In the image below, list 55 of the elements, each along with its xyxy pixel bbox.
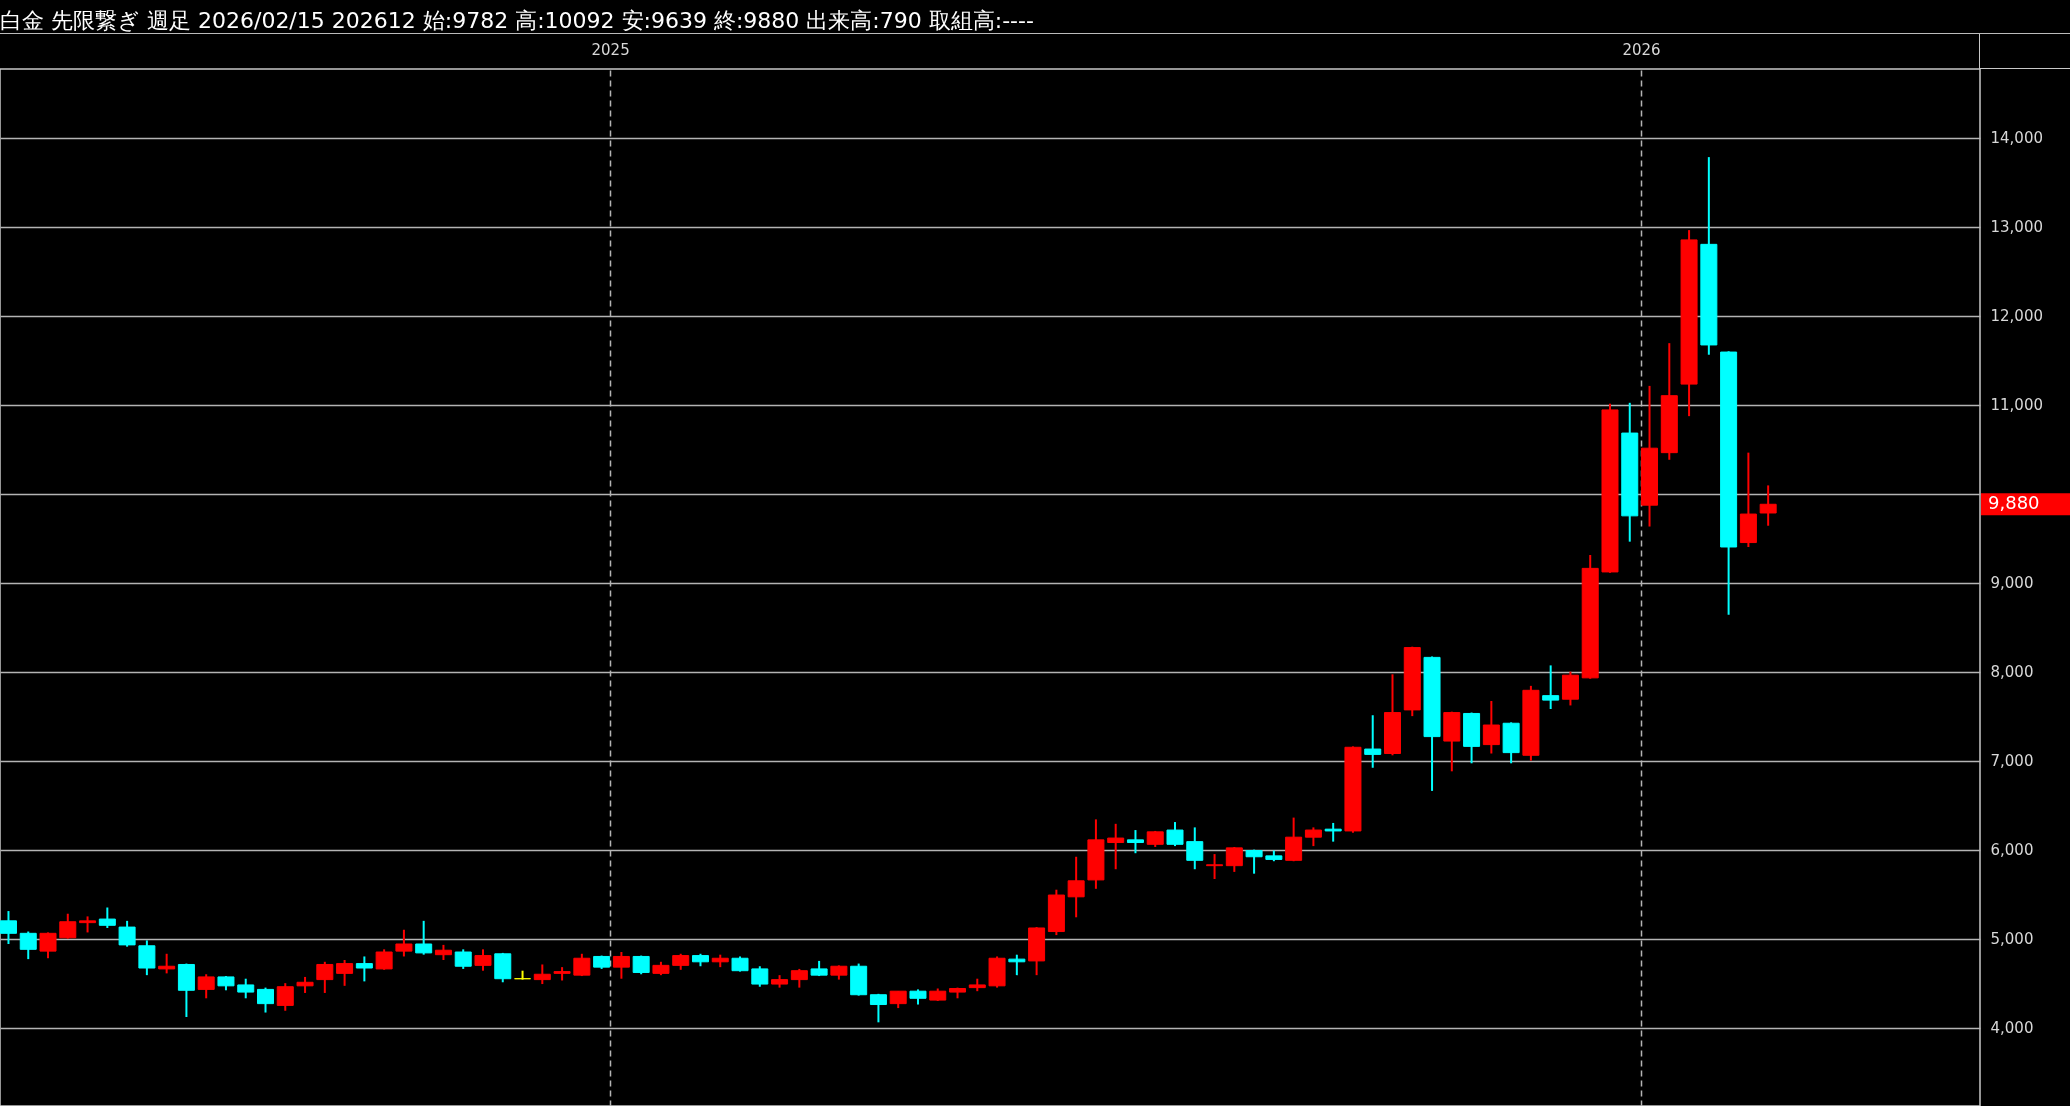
y-tick-label: 11,000: [1990, 396, 2043, 415]
candlestick: [1206, 853, 1224, 881]
candlestick: [474, 948, 492, 972]
candlestick: [790, 967, 808, 989]
candlestick: [1304, 826, 1322, 848]
candlestick: [751, 965, 769, 988]
candlestick: [1225, 845, 1243, 873]
candlestick: [612, 951, 630, 980]
candlestick: [59, 912, 77, 940]
candlestick: [197, 973, 215, 1000]
candlestick: [158, 952, 176, 975]
candlestick: [138, 939, 156, 977]
text: 9,880: [1988, 492, 2040, 514]
candlestick: [1542, 664, 1560, 710]
candlestick: [98, 906, 116, 929]
y-tick-label: 13,000: [1990, 218, 2043, 237]
candlestick: [355, 955, 373, 983]
y-tick-label: 4,000: [1990, 1019, 2034, 1038]
candlestick: [1759, 484, 1777, 527]
y-tick-label: 7,000: [1990, 752, 2034, 771]
candlestick: [1245, 848, 1263, 875]
x-tick-label: 2025: [591, 40, 630, 59]
candlestick: [118, 919, 136, 948]
candlestick: [375, 948, 393, 971]
y-tick-label: 12,000: [1990, 307, 2043, 326]
x-tick-label: 2026: [1622, 40, 1661, 59]
chart-title: 白金 先限繋ぎ 週足 2026/02/15 202612 始:9782 高:10092 安:9639 終:9880 出来高:790 取組高:----: [0, 8, 1034, 33]
y-tick-label: 5,000: [1990, 930, 2034, 949]
candlestick: [1285, 816, 1303, 863]
candlestick: [0, 910, 17, 945]
candlestick: [1067, 855, 1085, 919]
candlestick: [1008, 953, 1026, 977]
candlestick: [336, 959, 354, 987]
candlestick: [39, 931, 57, 960]
y-tick-label: 8,000: [1990, 663, 2034, 682]
y-tick-label: 14,000: [1990, 129, 2043, 148]
candlestick: [1482, 699, 1500, 755]
candlestick: [415, 919, 433, 956]
candlestick: [1107, 822, 1125, 871]
candlestick: [19, 930, 37, 961]
candlestick: [237, 977, 255, 1000]
candlestick: [1126, 829, 1144, 855]
candlestick: [1324, 821, 1342, 843]
candlestick: [454, 948, 472, 970]
candlestick: [533, 963, 551, 986]
candlestick: [276, 982, 294, 1012]
candlestick: [1364, 714, 1382, 769]
candlestick: [869, 992, 887, 1024]
candlestick: [395, 928, 413, 958]
candlestick: [316, 960, 334, 994]
candlestick: [1166, 821, 1184, 848]
y-tick-label: 9,000: [1990, 574, 2034, 593]
candlestick: [257, 986, 275, 1014]
candlestick: [1186, 826, 1204, 871]
y-tick-label: 6,000: [1990, 841, 2034, 860]
